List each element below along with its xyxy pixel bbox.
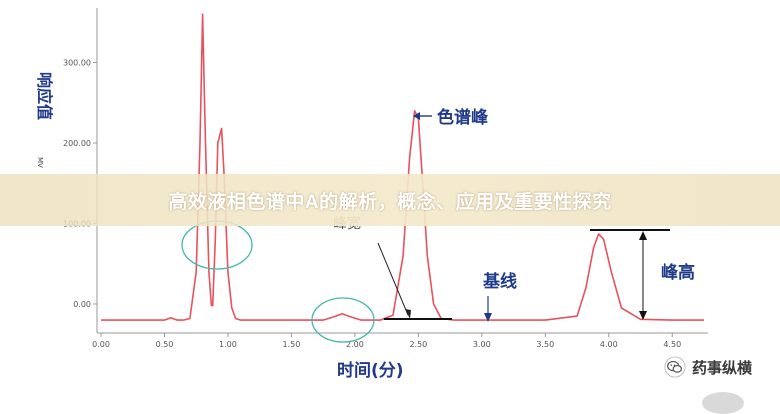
peak-label: 色谱峰 xyxy=(437,107,489,128)
noise-peak-circle xyxy=(311,297,375,343)
watermark-text: 药事纵横 xyxy=(691,359,752,377)
x-tick-label: 1.50 xyxy=(283,340,301,349)
y-axis-label: 响应值 xyxy=(35,72,54,120)
baseline-label: 基线 xyxy=(482,271,517,292)
peak-height-arrow-bottom xyxy=(639,311,647,320)
peak-width-pointer xyxy=(377,242,409,316)
x-tick-label: 0.50 xyxy=(156,340,174,349)
peak-width-pointer-head xyxy=(405,309,411,319)
chart-axes xyxy=(96,8,708,334)
y-axis-unit: MV xyxy=(36,157,44,168)
x-tick-label: 1.00 xyxy=(219,340,237,349)
peak-arrowhead xyxy=(413,112,420,120)
x-tick-label: 0.00 xyxy=(92,340,110,349)
baseline-arrowhead xyxy=(484,313,492,322)
peak-height-label: 峰高 xyxy=(661,262,695,283)
wechat-chat-icon xyxy=(664,356,686,378)
y-tick-label: 300.00 xyxy=(63,59,91,68)
chromatogram-trace xyxy=(101,13,704,321)
title-banner: 高效液相色谱中A的解析，概念、应用及重要性探究 xyxy=(0,174,780,226)
x-tick-label: 2.50 xyxy=(409,340,427,349)
overlap-peak-circle xyxy=(181,220,253,270)
x-tick-label: 4.50 xyxy=(663,340,681,349)
watermark: 药事纵横 xyxy=(664,356,752,378)
peak-height-arrow-top xyxy=(639,231,647,240)
x-tick-label: 3.50 xyxy=(536,340,554,349)
y-tick-label: 200.00 xyxy=(63,139,91,148)
banner-title: 高效液相色谱中A的解析，概念、应用及重要性探究 xyxy=(168,191,612,213)
y-tick-label: 0.00 xyxy=(73,300,91,309)
x-tick-label: 2.00 xyxy=(346,340,364,349)
x-ticks: 0.00 0.50 1.00 1.50 2.00 2.50 3.00 3.50 4.00 4.50 xyxy=(92,333,681,349)
x-tick-label: 4.00 xyxy=(600,340,618,349)
x-axis-label: 时间(分) xyxy=(337,360,404,381)
corner-decoration xyxy=(702,392,744,414)
x-tick-label: 3.00 xyxy=(473,340,491,349)
